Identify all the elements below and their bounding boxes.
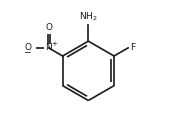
Text: −: −: [23, 48, 31, 57]
Text: +: +: [52, 41, 57, 47]
Text: N: N: [45, 43, 52, 52]
Text: O: O: [25, 43, 32, 52]
Text: O: O: [45, 23, 52, 32]
Text: NH$_2$: NH$_2$: [79, 11, 98, 23]
Text: F: F: [130, 43, 135, 52]
